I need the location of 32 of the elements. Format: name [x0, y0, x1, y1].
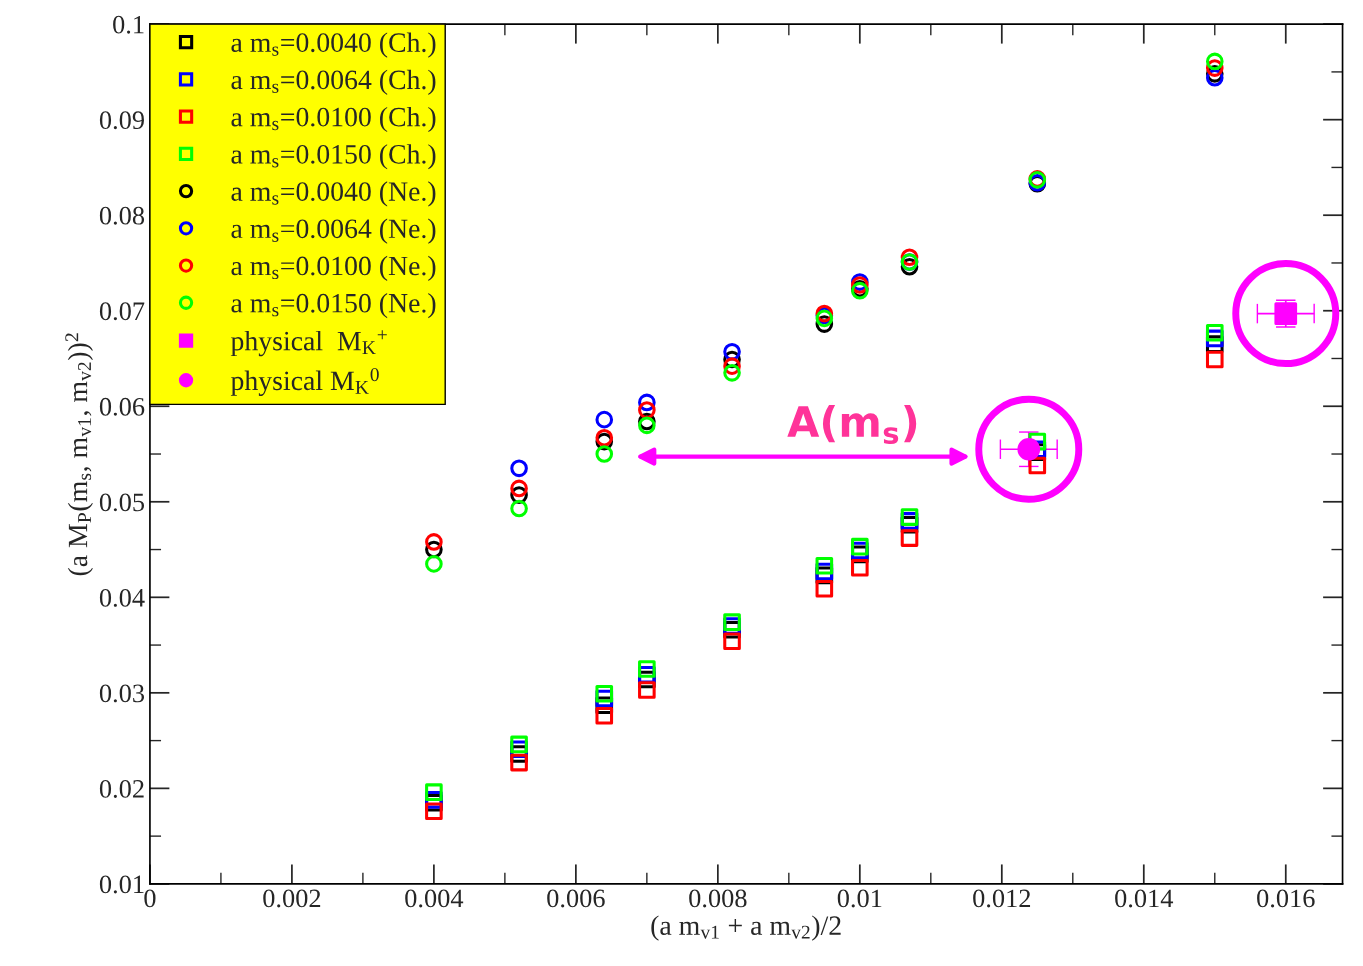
legend-label: physical M$_{K}$$^{0}$	[230, 368, 379, 396]
x-tick-label: 0	[144, 889, 156, 908]
x-tick-label: 0.016	[1257, 889, 1315, 908]
y-tick-label: 0.09	[99, 111, 144, 130]
x-tick-label: 0.012	[973, 889, 1031, 908]
y-tick-label: 0.02	[99, 779, 144, 798]
y-tick-label: 0.01	[99, 875, 144, 894]
x-tick-label: 0.01	[837, 889, 882, 908]
x-tick-label: 0.008	[689, 889, 747, 908]
y-tick-label: 0.05	[99, 493, 145, 512]
x-tick-label: 0.014	[1115, 889, 1174, 908]
x-tick-label: 0.004	[405, 889, 464, 908]
y-tick-label: 0.1	[113, 15, 144, 34]
legend-label: physical M$_{K}$$^{+}$	[230, 330, 387, 357]
legend-label: a m$_{s}$=0.0100 (Ne.)	[231, 255, 436, 282]
legend-label: a m$_{s}$=0.0040 (Ch.)	[231, 32, 436, 58]
legend-label: a m$_{s}$=0.0064 (Ch.)	[231, 69, 436, 95]
x-tick-label: 0.002	[263, 889, 321, 908]
annotation: A(m$_{s}$)	[787, 405, 917, 444]
x-axis-title: (a m$_{v1}$ + a m$_{v2}$)/2	[651, 915, 841, 941]
y-tick-label: 0.03	[99, 684, 145, 703]
text: (a M$_{P}$(m$_{s}$, m$_{v1}$, m$_{v2}$))$^{2}$	[65, 333, 93, 576]
y-tick-label: 0.04	[99, 588, 145, 607]
legend-label: a m$_{s}$=0.0040 (Ne.)	[231, 181, 436, 207]
legend-label: a m$_{s}$=0.0064 (Ne.)	[231, 218, 436, 244]
y-tick-label: 0.06	[99, 397, 145, 416]
legend-label: a m$_{s}$=0.0150 (Ne.)	[231, 293, 436, 319]
legend-label: a m$_{s}$=0.0150 (Ch.)	[231, 144, 436, 170]
y-tick-label: 0.07	[99, 302, 145, 321]
legend-label: a m$_{s}$=0.0100 (Ch.)	[231, 106, 436, 133]
y-tick-label: 0.08	[99, 206, 145, 225]
x-tick-label: 0.006	[547, 889, 605, 908]
